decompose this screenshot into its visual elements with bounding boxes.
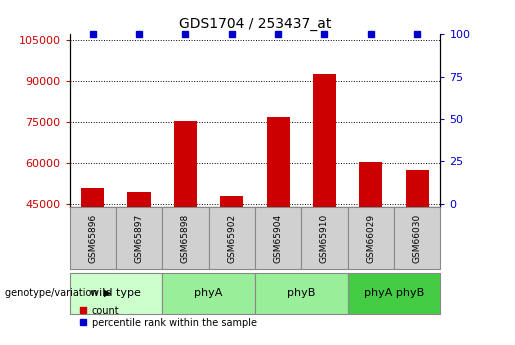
- Text: GSM65902: GSM65902: [227, 214, 236, 263]
- Text: GSM65898: GSM65898: [181, 214, 190, 263]
- Text: GSM65910: GSM65910: [320, 214, 329, 263]
- Bar: [174, 121, 197, 207]
- Text: GSM65904: GSM65904: [273, 214, 283, 263]
- Bar: [162, 207, 209, 269]
- Text: GSM66029: GSM66029: [366, 214, 375, 263]
- Bar: [255, 273, 348, 314]
- Bar: [162, 273, 255, 314]
- Text: genotype/variation  ▶: genotype/variation ▶: [5, 288, 112, 298]
- Text: phyB: phyB: [287, 288, 316, 298]
- Bar: [348, 273, 440, 314]
- Bar: [405, 170, 428, 207]
- Bar: [70, 207, 116, 269]
- Text: phyA: phyA: [194, 288, 223, 298]
- Bar: [128, 192, 150, 207]
- Text: GSM66030: GSM66030: [413, 214, 422, 263]
- Legend: count, percentile rank within the sample: count, percentile rank within the sample: [74, 302, 261, 332]
- Bar: [116, 207, 162, 269]
- Text: phyA phyB: phyA phyB: [364, 288, 424, 298]
- Text: wild type: wild type: [91, 288, 141, 298]
- Bar: [348, 207, 394, 269]
- Text: GSM65896: GSM65896: [88, 214, 97, 263]
- Bar: [209, 207, 255, 269]
- Text: GSM65897: GSM65897: [134, 214, 144, 263]
- Bar: [359, 162, 382, 207]
- Bar: [301, 207, 348, 269]
- Bar: [81, 188, 104, 207]
- Bar: [220, 196, 243, 207]
- Bar: [255, 207, 301, 269]
- Title: GDS1704 / 253437_at: GDS1704 / 253437_at: [179, 17, 331, 31]
- Bar: [267, 117, 289, 207]
- Bar: [313, 74, 336, 207]
- Bar: [394, 207, 440, 269]
- Bar: [70, 273, 162, 314]
